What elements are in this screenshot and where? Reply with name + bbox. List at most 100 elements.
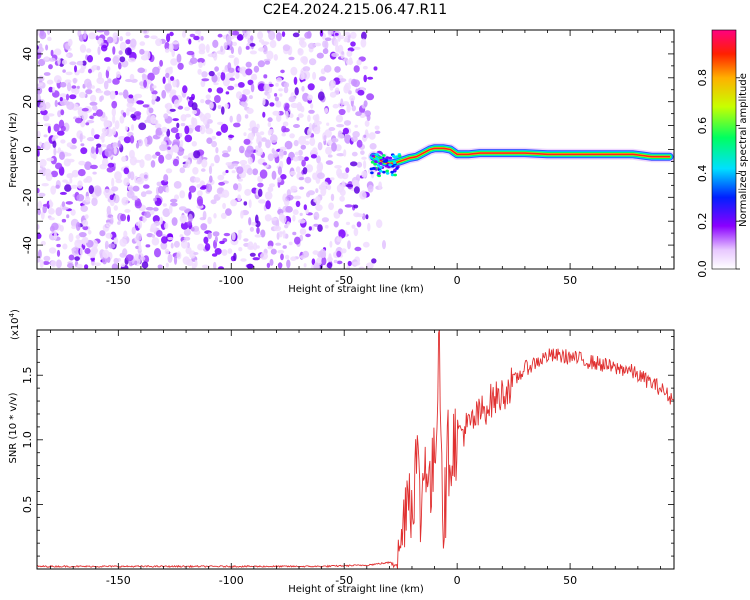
noise-speckle (293, 124, 300, 128)
noise-speckle (182, 85, 188, 94)
noise-speckle (286, 259, 291, 269)
noise-speckle (88, 68, 92, 74)
noise-speckle (318, 161, 324, 171)
noise-speckle (270, 248, 277, 255)
noise-speckle (158, 154, 165, 164)
noise-speckle (352, 131, 360, 138)
noise-speckle (169, 31, 174, 37)
noise-speckle (288, 241, 293, 246)
noise-speckle (243, 132, 247, 137)
noise-speckle (363, 134, 367, 138)
noise-speckle (352, 179, 360, 187)
noise-speckle (136, 100, 145, 105)
noise-speckle (267, 240, 274, 248)
noise-speckle (243, 32, 251, 39)
noise-speckle (292, 32, 300, 38)
noise-speckle (245, 68, 253, 76)
noise-speckle (246, 145, 254, 154)
noise-speckle (96, 65, 101, 71)
noise-speckle (114, 171, 122, 181)
noise-speckle (249, 43, 256, 47)
noise-speckle (307, 83, 315, 91)
noise-speckle (277, 249, 285, 254)
noise-speckle (329, 177, 335, 181)
noise-speckle (164, 222, 169, 229)
noise-speckle (117, 140, 121, 148)
noise-speckle (222, 202, 227, 210)
noise-speckle (269, 258, 274, 266)
noise-speckle (256, 134, 262, 142)
noise-speckle (239, 159, 248, 166)
noise-speckle (180, 122, 186, 127)
noise-speckle (282, 127, 290, 133)
noise-speckle (168, 43, 174, 53)
ridge-speckle (374, 157, 379, 160)
noise-speckle (214, 66, 220, 72)
noise-speckle (211, 74, 218, 83)
noise-speckle (235, 72, 240, 79)
noise-speckle (128, 94, 134, 99)
noise-speckle (39, 102, 47, 112)
noise-speckle (212, 231, 220, 237)
noise-speckle (82, 225, 89, 231)
noise-speckle (293, 139, 299, 147)
noise-speckle (117, 221, 121, 225)
noise-speckle (119, 36, 124, 42)
noise-speckle (344, 204, 353, 208)
noise-speckle (361, 156, 367, 160)
noise-speckle (103, 90, 111, 96)
y-tick-label: -20 (21, 188, 34, 206)
noise-speckle (136, 233, 142, 241)
colorbar-label: Normalized spectral amplitude (738, 73, 749, 227)
noise-speckle (334, 66, 341, 73)
noise-speckle (172, 118, 179, 122)
noise-speckle (316, 52, 324, 59)
noise-speckle (173, 240, 180, 248)
noise-speckle (325, 160, 334, 165)
noise-speckle (165, 153, 173, 160)
noise-speckle (183, 236, 191, 241)
noise-speckle (96, 143, 102, 148)
noise-speckle (220, 212, 227, 219)
noise-speckle (145, 244, 151, 248)
noise-speckle (164, 48, 170, 53)
noise-speckle (275, 82, 279, 87)
noise-speckle (334, 165, 342, 169)
noise-speckle (247, 241, 254, 249)
noise-speckle (78, 91, 86, 99)
noise-speckle (113, 194, 120, 204)
noise-speckle (280, 174, 287, 180)
noise-speckle (189, 33, 196, 38)
noise-speckle (65, 152, 72, 157)
noise-speckle (198, 43, 206, 52)
noise-speckle (120, 263, 126, 268)
noise-speckle (356, 161, 363, 168)
noise-speckle (278, 149, 284, 159)
noise-speckle (360, 150, 365, 156)
noise-speckle (312, 250, 319, 255)
noise-speckle (188, 38, 192, 45)
noise-speckle (204, 243, 211, 251)
noise-speckle (269, 39, 277, 49)
noise-speckle (114, 120, 120, 130)
noise-speckle (170, 242, 174, 249)
noise-speckle (231, 232, 236, 241)
noise-speckle (363, 100, 368, 107)
noise-speckle (238, 145, 245, 154)
noise-speckle (318, 76, 327, 82)
noise-speckle (199, 186, 207, 190)
noise-speckle (89, 101, 98, 106)
noise-speckle (163, 113, 169, 119)
noise-speckle (90, 94, 97, 103)
noise-speckle (74, 239, 83, 249)
noise-speckle (288, 56, 295, 61)
noise-speckle (297, 48, 303, 54)
noise-speckle (282, 121, 289, 127)
noise-speckle (319, 248, 327, 259)
noise-speckle (193, 252, 199, 255)
noise-speckle (84, 248, 91, 254)
noise-speckle (227, 145, 232, 152)
noise-speckle (56, 249, 61, 257)
colorbar-tick-label: 0.6 (696, 117, 709, 135)
noise-speckle (95, 35, 100, 41)
